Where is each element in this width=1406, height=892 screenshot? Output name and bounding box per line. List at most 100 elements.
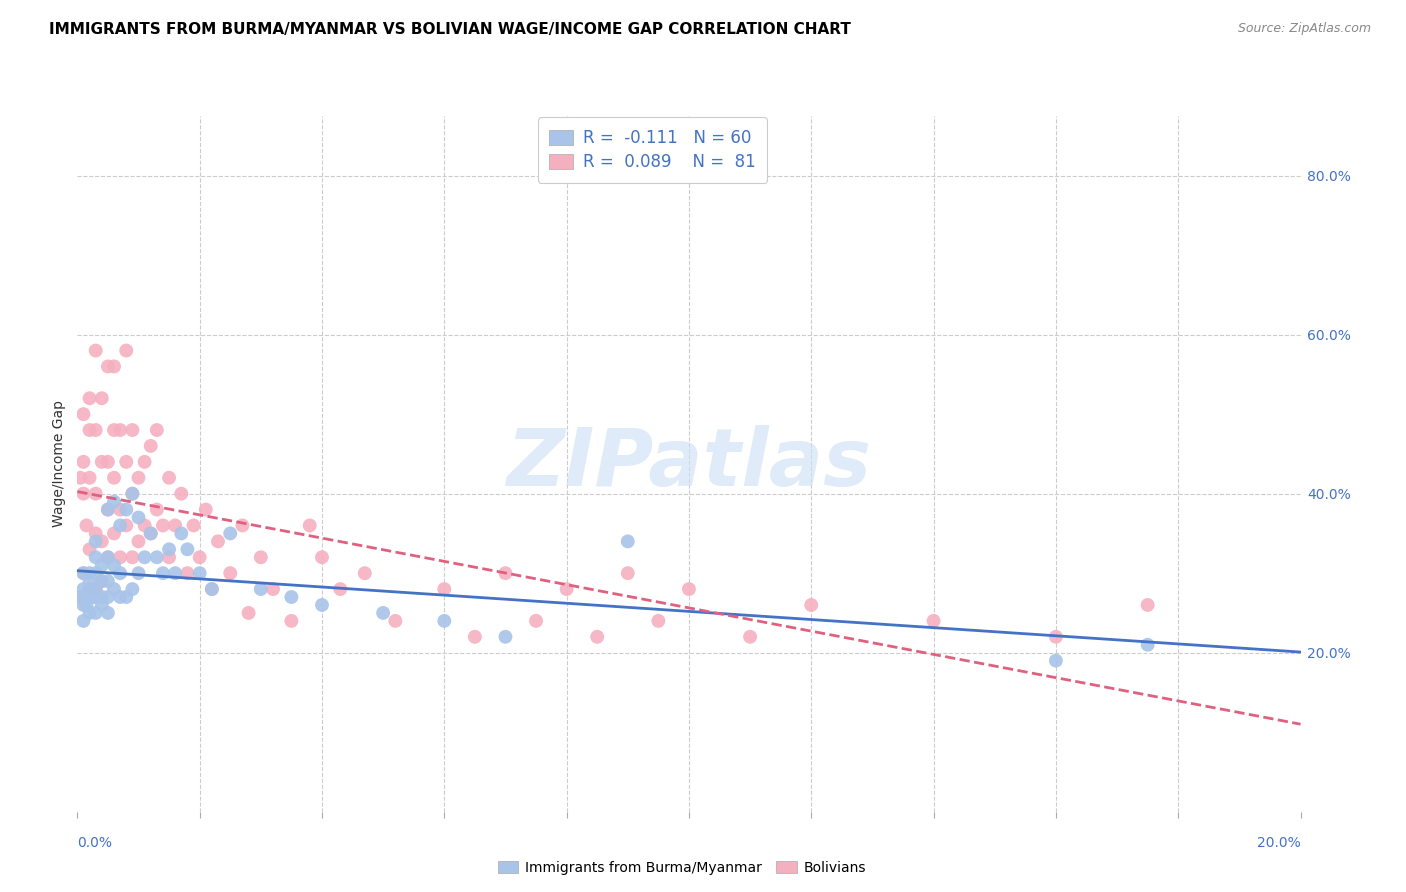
Point	[115, 502, 138, 516]
Point	[176, 542, 198, 557]
Point	[678, 582, 700, 596]
Point	[115, 518, 138, 533]
Point	[1045, 630, 1067, 644]
Point	[586, 630, 609, 644]
Point	[165, 518, 187, 533]
Point	[183, 518, 205, 533]
Point	[157, 550, 180, 565]
Point	[103, 471, 125, 485]
Point	[79, 566, 101, 581]
Point	[207, 534, 229, 549]
Point	[97, 502, 120, 516]
Point	[188, 566, 211, 581]
Point	[353, 566, 375, 581]
Point	[128, 534, 150, 549]
Point	[90, 574, 112, 588]
Point	[219, 566, 242, 581]
Point	[139, 439, 162, 453]
Point	[72, 566, 94, 581]
Point	[72, 407, 94, 421]
Point	[72, 582, 94, 596]
Point	[84, 590, 107, 604]
Point	[384, 614, 406, 628]
Point	[134, 455, 156, 469]
Point	[121, 550, 143, 565]
Text: ZIPatlas: ZIPatlas	[506, 425, 872, 503]
Point	[146, 502, 169, 516]
Point	[647, 614, 669, 628]
Point	[79, 582, 101, 596]
Point	[1045, 654, 1067, 668]
Point	[79, 423, 101, 437]
Point	[90, 598, 112, 612]
Point	[84, 582, 107, 596]
Point	[90, 574, 112, 588]
Point	[201, 582, 224, 596]
Point	[740, 630, 762, 644]
Point	[1136, 598, 1159, 612]
Point	[103, 494, 125, 508]
Point	[128, 510, 150, 524]
Point	[280, 614, 302, 628]
Point	[72, 486, 94, 500]
Text: Source: ZipAtlas.com: Source: ZipAtlas.com	[1237, 22, 1371, 36]
Point	[84, 566, 107, 581]
Point	[495, 630, 517, 644]
Point	[84, 606, 107, 620]
Point	[433, 582, 456, 596]
Point	[371, 606, 394, 620]
Point	[115, 343, 138, 358]
Point	[146, 423, 169, 437]
Point	[176, 566, 198, 581]
Point	[79, 606, 101, 620]
Point	[84, 486, 107, 500]
Point	[103, 423, 125, 437]
Point	[97, 574, 120, 588]
Point	[97, 590, 120, 604]
Point	[121, 486, 143, 500]
Point	[152, 566, 174, 581]
Point	[194, 502, 217, 516]
Point	[231, 518, 253, 533]
Point	[280, 590, 302, 604]
Point	[108, 550, 131, 565]
Point	[108, 423, 131, 437]
Point	[188, 550, 211, 565]
Point	[108, 502, 131, 516]
Point	[90, 590, 112, 604]
Point	[165, 566, 187, 581]
Point	[72, 598, 94, 612]
Point	[201, 582, 224, 596]
Legend: R =  -0.111   N = 60, R =  0.089    N =  81: R = -0.111 N = 60, R = 0.089 N = 81	[537, 118, 766, 183]
Point	[90, 455, 112, 469]
Point	[79, 590, 101, 604]
Point	[82, 590, 104, 604]
Point	[464, 630, 486, 644]
Point	[97, 359, 120, 374]
Point	[72, 455, 94, 469]
Point	[152, 518, 174, 533]
Point	[1136, 638, 1159, 652]
Point	[121, 486, 143, 500]
Point	[79, 542, 101, 557]
Point	[108, 590, 131, 604]
Point	[103, 582, 125, 596]
Point	[108, 566, 131, 581]
Point	[157, 542, 180, 557]
Point	[128, 566, 150, 581]
Text: 0.0%: 0.0%	[77, 836, 112, 849]
Point	[84, 582, 107, 596]
Point	[84, 550, 107, 565]
Y-axis label: Wage/Income Gap: Wage/Income Gap	[52, 401, 66, 527]
Point	[433, 614, 456, 628]
Point	[329, 582, 352, 596]
Point	[238, 606, 260, 620]
Point	[76, 598, 98, 612]
Point	[115, 590, 138, 604]
Point	[84, 343, 107, 358]
Point	[800, 598, 823, 612]
Point	[262, 582, 284, 596]
Point	[121, 423, 143, 437]
Point	[72, 614, 94, 628]
Point	[79, 574, 101, 588]
